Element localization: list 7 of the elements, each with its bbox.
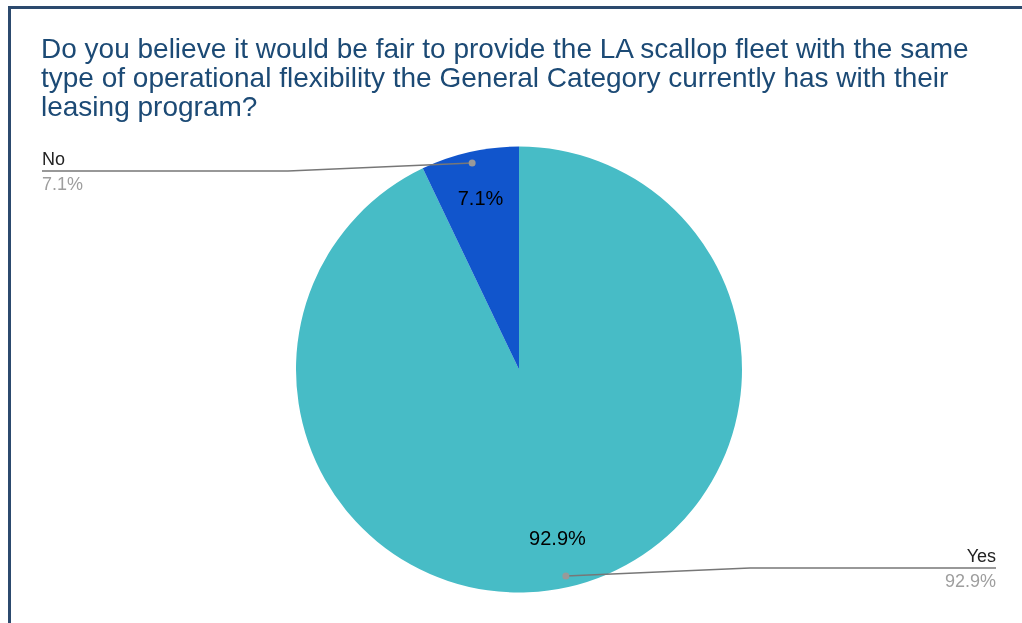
data-label: 92.9% bbox=[529, 526, 587, 549]
data-label: 7.1% bbox=[457, 187, 504, 210]
slice-label: Yes bbox=[966, 546, 996, 567]
chart-title: Do you believe it would be fair to provide the LA scallop fleet with the same type of operational flexibility the General Category currently has with their leasing program? bbox=[41, 33, 970, 122]
text: 92.9% bbox=[944, 571, 996, 592]
slice-label: No bbox=[42, 148, 66, 169]
text: 7.1% bbox=[42, 173, 84, 194]
